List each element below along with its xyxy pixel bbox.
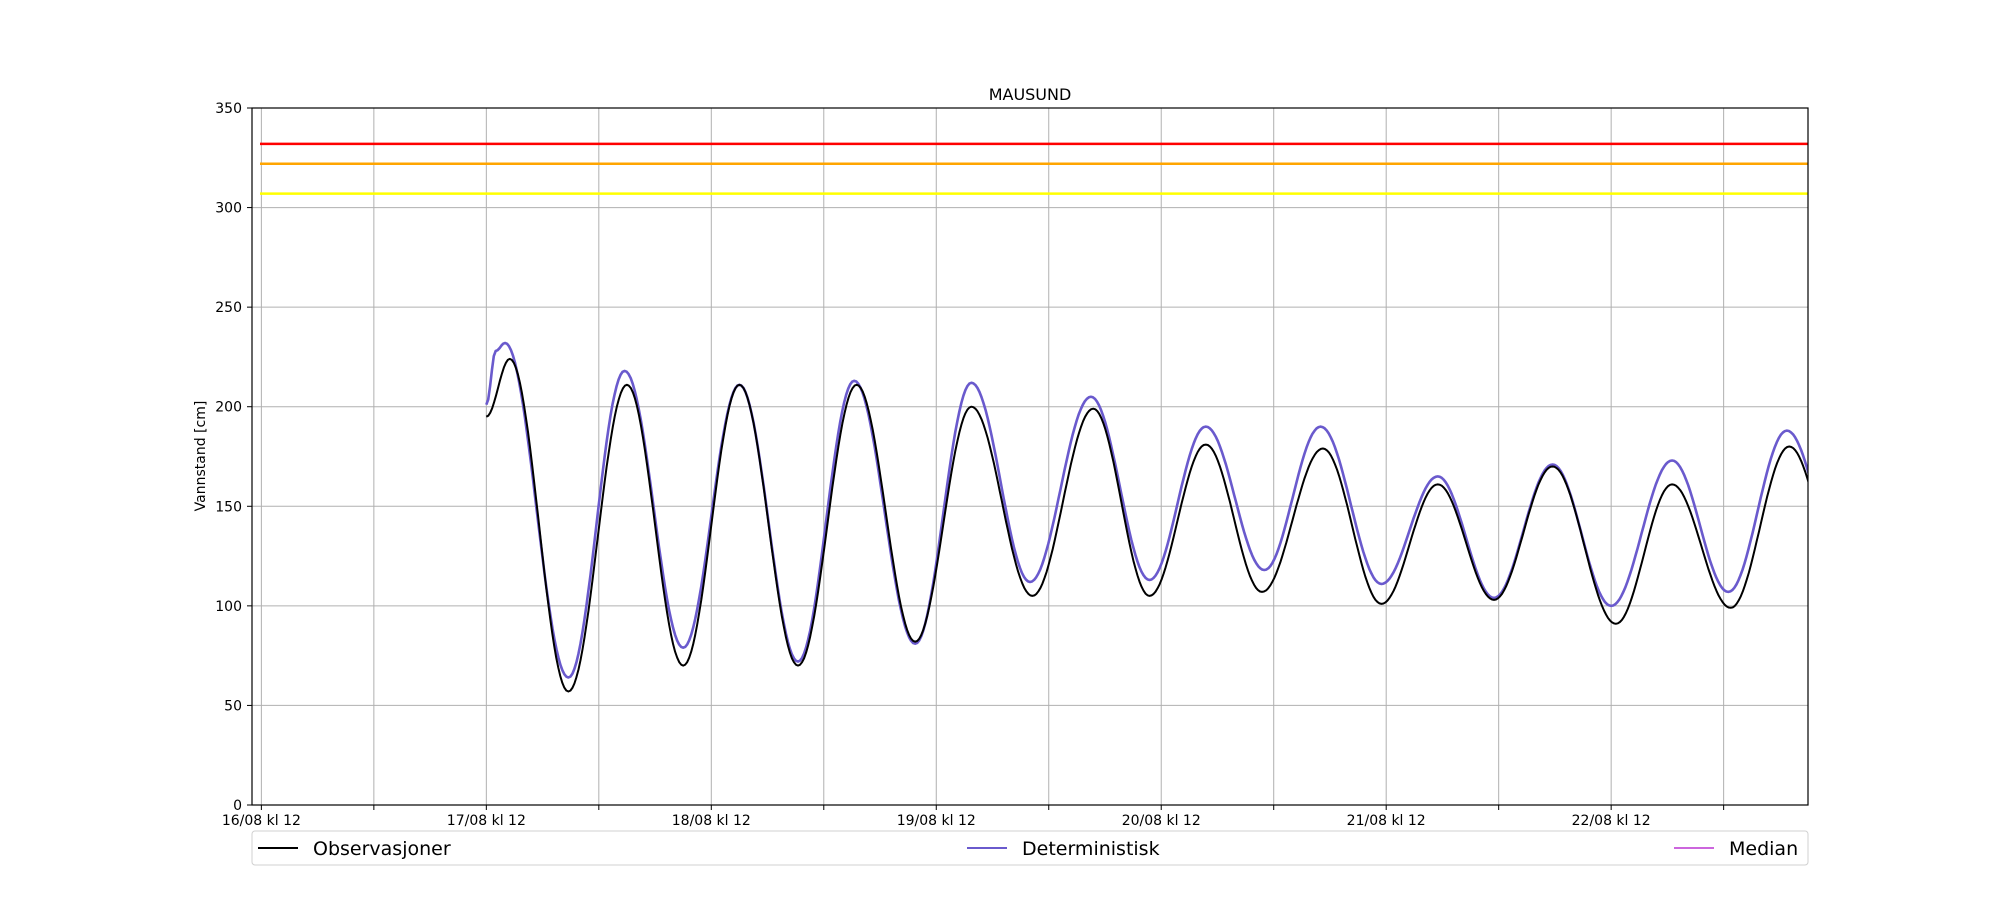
x-tick-label: 22/08 kl 12 <box>1572 813 1651 829</box>
y-tick-label: 50 <box>224 698 242 714</box>
x-tick-label: 19/08 kl 12 <box>897 813 976 829</box>
legend-box <box>251 830 1809 866</box>
x-tick-label: 20/08 kl 12 <box>1122 813 1201 829</box>
legend: Observasjoner Deterministisk Median <box>251 830 1809 866</box>
x-tick-label: 17/08 kl 12 <box>447 813 526 829</box>
y-tick-label: 150 <box>215 499 242 515</box>
x-tick-label: 18/08 kl 12 <box>672 813 751 829</box>
y-axis-ticks: 0 50 100 150 200 250 300 350 <box>215 101 252 814</box>
y-tick-label: 200 <box>215 400 242 416</box>
x-tick-label: 21/08 kl 12 <box>1347 813 1426 829</box>
plot-frame <box>251 107 1809 806</box>
y-tick-label: 0 <box>233 798 242 814</box>
chart-title: MAUSUND <box>989 85 1072 104</box>
legend-label-deterministisk: Deterministisk <box>1022 838 1160 860</box>
y-tick-label: 300 <box>215 201 242 217</box>
legend-label-observasjoner: Observasjoner <box>313 838 451 860</box>
data-series <box>485 341 1808 693</box>
series-line-deterministisk <box>485 341 1808 679</box>
x-axis-ticks: 16/08 kl 12 17/08 kl 12 18/08 kl 12 19/08 k… <box>222 805 1725 829</box>
y-axis-label: Vannstand [cm] <box>193 401 209 512</box>
y-tick-label: 100 <box>215 599 242 615</box>
x-tick-label: 16/08 kl 12 <box>222 813 301 829</box>
y-tick-label: 350 <box>215 101 242 117</box>
legend-label-median: Median <box>1729 838 1798 860</box>
grid-lines <box>252 107 1808 806</box>
y-tick-label: 250 <box>215 300 242 316</box>
series-line-observasjoner <box>485 357 1808 693</box>
threshold-lines <box>260 142 1808 195</box>
